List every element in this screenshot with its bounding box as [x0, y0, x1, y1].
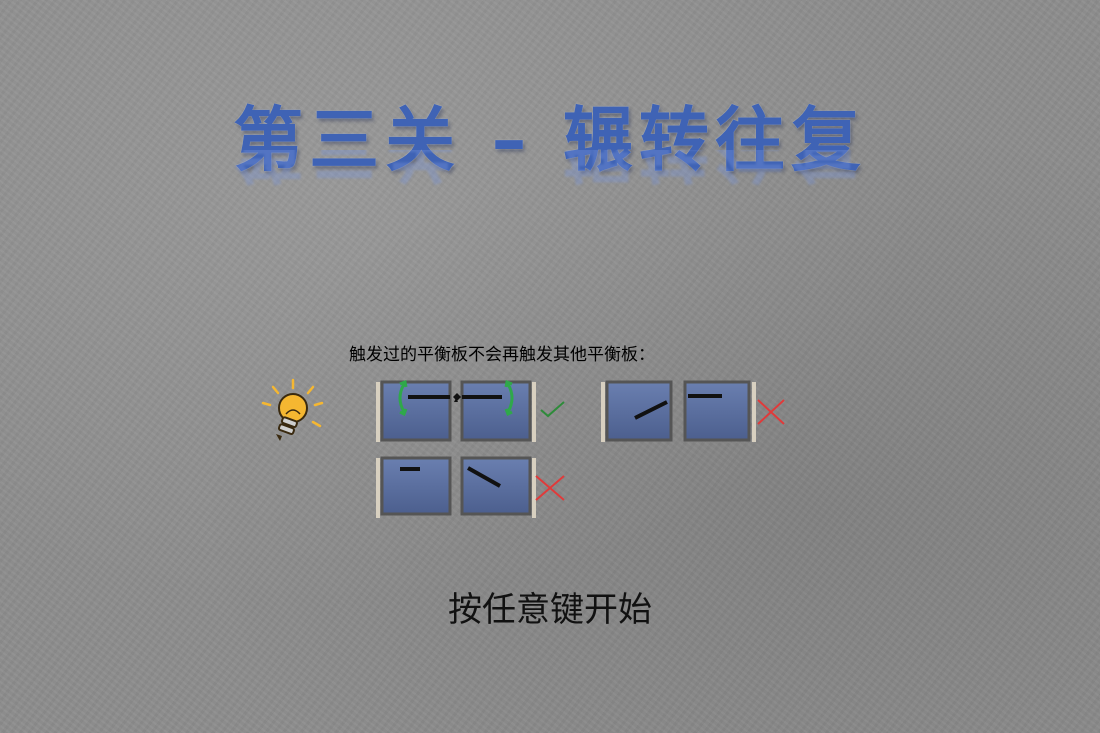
cross-icon	[535, 475, 565, 501]
start-prompt: 按任意键开始	[448, 590, 652, 630]
lightbulb-icon	[261, 378, 324, 441]
example-valid	[376, 379, 565, 442]
balance-board-tile	[683, 380, 751, 442]
balance-board-tile	[605, 380, 673, 442]
cross-icon	[757, 399, 785, 425]
balance-board-tile	[460, 380, 532, 442]
example-invalid-bottom	[376, 456, 565, 518]
rotate-arrow-icon	[504, 379, 514, 417]
level-title: 第三关 – 辗转往复	[233, 99, 867, 181]
check-icon	[540, 401, 565, 418]
balance-board-tile	[380, 380, 452, 442]
balance-board-tile	[380, 456, 452, 516]
example-invalid-top	[601, 380, 785, 442]
balance-board-tile	[460, 456, 532, 516]
rule-diagram	[376, 379, 785, 518]
rotate-arrow-icon	[398, 379, 408, 417]
hint-text: 触发过的平衡板不会再触发其他平衡板：	[349, 345, 655, 365]
